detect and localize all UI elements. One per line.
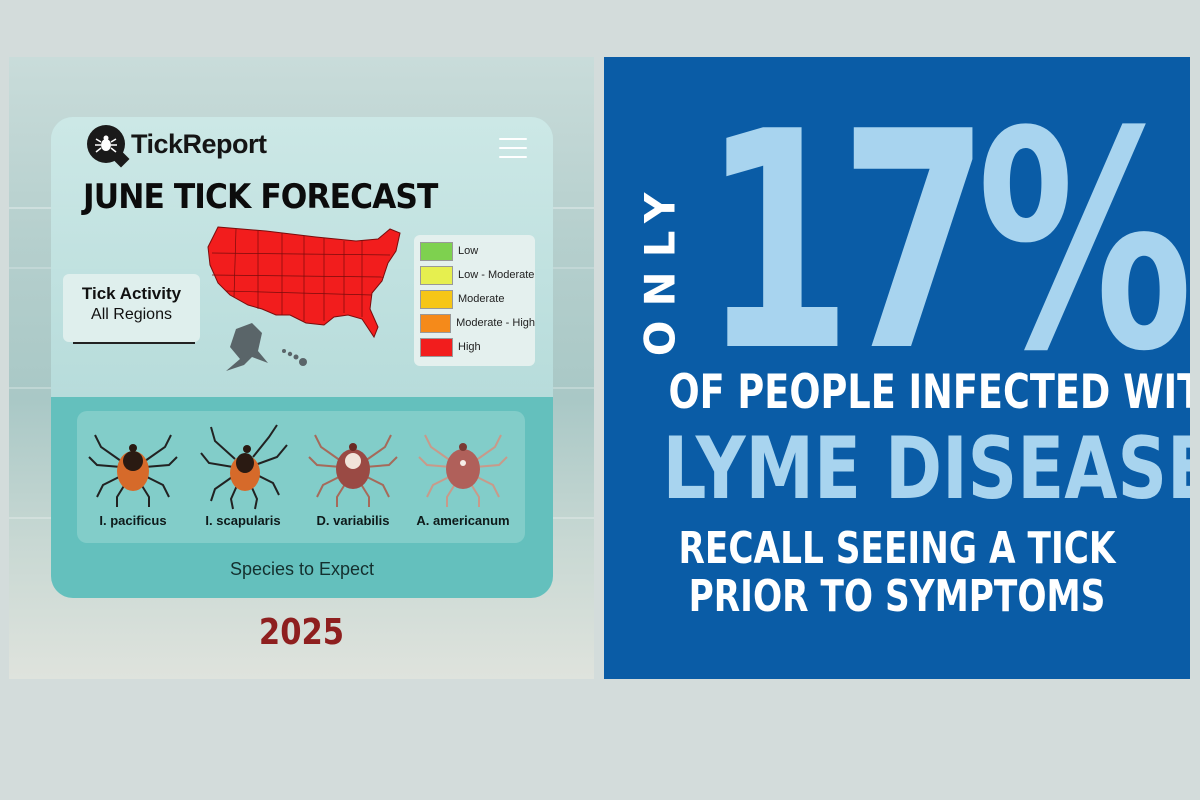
species-section: I. pacificus I. scapularis: [51, 397, 553, 598]
species-item: I. pacificus: [83, 411, 183, 528]
tick-forecast-panel: TickReport JUNE TICK FORECAST: [9, 57, 594, 679]
legend-swatch: [420, 337, 453, 357]
us-map: [207, 226, 401, 371]
brand-name: TickReport: [131, 128, 267, 159]
hamburger-menu-icon[interactable]: [499, 138, 527, 160]
risk-legend: Low Low - Moderate Moderate Moderate - H…: [414, 235, 535, 366]
legend-label: Moderate: [458, 293, 505, 305]
forecast-title: JUNE TICK FORECAST: [83, 177, 438, 217]
legend-item: Moderate: [414, 287, 535, 311]
stat-line-1: OF PEOPLE INFECTED WITH: [668, 365, 1190, 420]
stat-line-2: LYME DISEASE: [662, 419, 1190, 519]
legend-swatch: [420, 289, 453, 309]
lyme-stat-panel: ONLY 17% OF PEOPLE INFECTED WITH LYME DI…: [604, 57, 1190, 679]
species-name: D. variabilis: [316, 513, 390, 528]
legend-item: Low - Moderate: [414, 263, 535, 287]
stat-line-3: RECALL SEEING A TICK: [678, 523, 1116, 574]
only-label: ONLY: [635, 178, 685, 357]
tick-icon: [200, 424, 288, 510]
legend-label: High: [458, 341, 481, 353]
species-item: A. americanum: [413, 411, 513, 528]
alaska-shape: [226, 323, 268, 371]
tick-icon: [308, 434, 398, 507]
legend-label: Low: [458, 245, 479, 257]
species-name: I. scapularis: [205, 513, 281, 528]
tick-icon: [88, 434, 178, 507]
brand-logo[interactable]: TickReport: [87, 125, 267, 163]
legend-item: Low: [414, 239, 535, 263]
species-caption: Species to Expect: [229, 559, 375, 579]
legend-item: High: [414, 335, 535, 359]
forecast-card: TickReport JUNE TICK FORECAST: [51, 117, 553, 598]
year-label: 2025: [258, 612, 345, 653]
hawaii-shape: [282, 349, 307, 366]
species-item: D. variabilis: [303, 411, 403, 528]
tick-activity-label: Tick Activity All Regions: [63, 274, 200, 344]
legend-label: Moderate - High: [456, 317, 535, 329]
stat-line-4: PRIOR TO SYMPTOMS: [688, 571, 1106, 622]
species-name: A. americanum: [416, 513, 510, 528]
legend-swatch: [420, 313, 452, 333]
species-grid: I. pacificus I. scapularis: [77, 411, 525, 543]
tick-logo-icon: [87, 125, 125, 163]
tick-icon: [418, 434, 508, 507]
species-item: I. scapularis: [193, 411, 293, 528]
card-header: TickReport JUNE TICK FORECAST: [51, 117, 553, 397]
big-percent-stat: 17%: [702, 68, 1190, 417]
underline-divider: [73, 342, 195, 344]
legend-item: Moderate - High: [414, 311, 535, 335]
legend-swatch: [420, 241, 453, 261]
legend-label: Low - Moderate: [458, 269, 535, 281]
legend-swatch: [420, 265, 453, 285]
activity-title: Tick Activity: [81, 284, 182, 303]
species-name: I. pacificus: [99, 513, 167, 528]
activity-subtitle: All Regions: [91, 306, 172, 323]
